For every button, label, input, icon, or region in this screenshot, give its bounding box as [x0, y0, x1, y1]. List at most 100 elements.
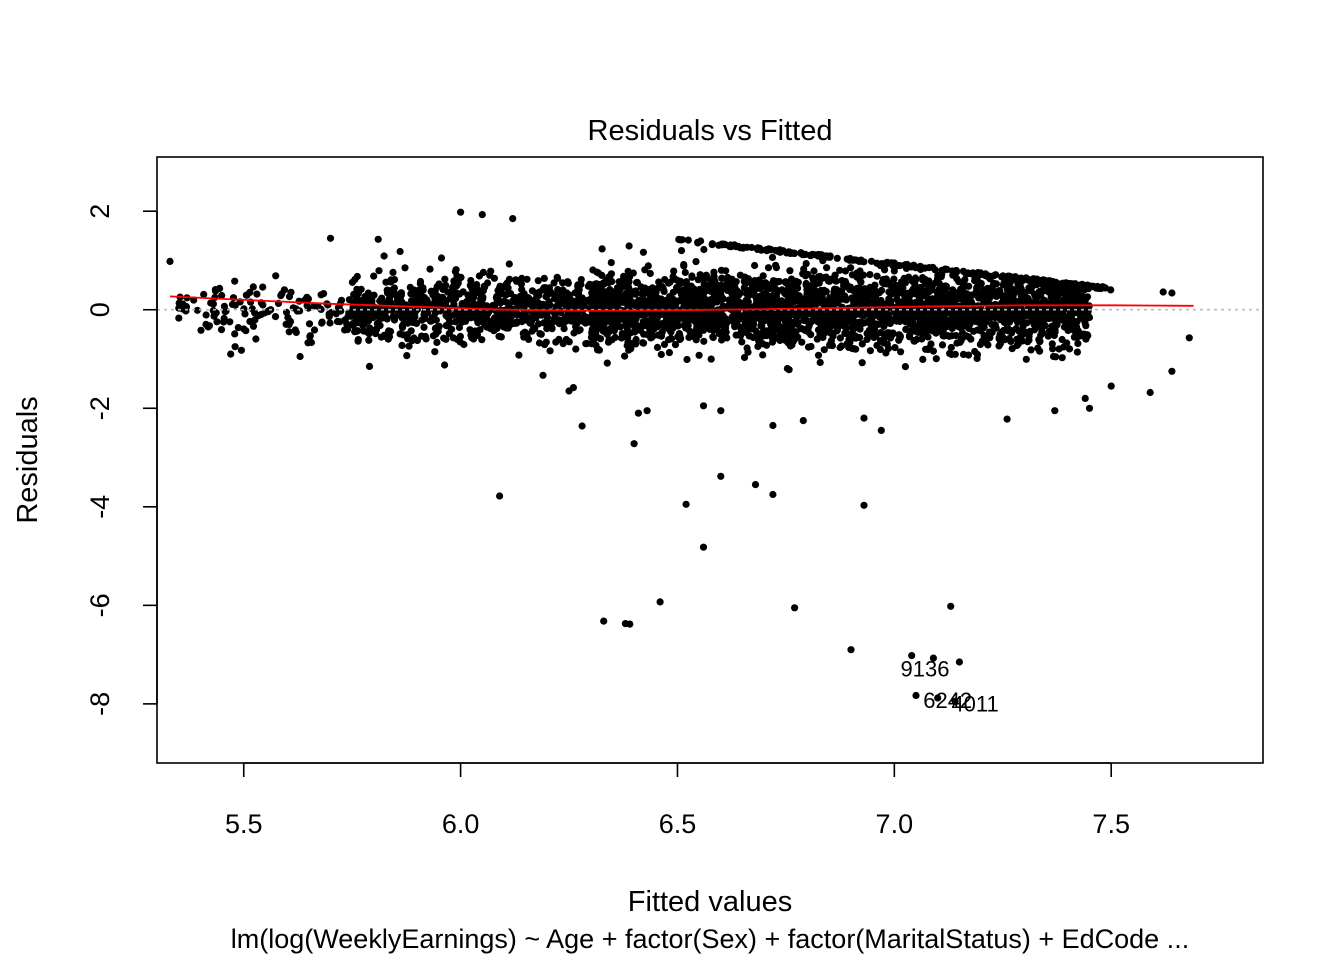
data-point	[930, 322, 938, 330]
data-point	[226, 318, 234, 326]
data-point	[374, 235, 382, 243]
data-point	[932, 355, 940, 363]
data-point	[840, 293, 848, 301]
data-point	[952, 266, 961, 275]
data-point	[578, 422, 586, 430]
data-point	[365, 330, 373, 338]
data-point	[234, 324, 242, 332]
data-point	[360, 327, 368, 335]
data-point	[858, 359, 866, 367]
data-point	[1069, 287, 1077, 295]
data-point	[890, 275, 898, 283]
data-point	[669, 273, 677, 281]
data-point	[972, 317, 981, 326]
data-point	[806, 251, 814, 259]
data-point	[853, 269, 861, 277]
data-point	[1081, 394, 1089, 402]
y-tick-label: 2	[85, 204, 115, 219]
data-point	[597, 284, 605, 292]
data-point	[1095, 284, 1103, 292]
data-point	[1107, 382, 1115, 390]
y-tick-label: -2	[85, 396, 115, 420]
point-label: 6242	[923, 688, 972, 713]
data-point	[310, 326, 319, 334]
data-point	[847, 313, 855, 321]
data-point	[752, 285, 760, 293]
data-point	[841, 329, 849, 338]
data-point	[752, 299, 761, 307]
data-point	[979, 318, 987, 326]
data-point	[639, 303, 647, 311]
data-point	[603, 288, 611, 296]
data-point	[736, 289, 744, 297]
data-point	[850, 305, 858, 313]
data-point	[860, 414, 868, 422]
data-point	[592, 341, 600, 349]
data-point	[946, 349, 954, 357]
data-point	[606, 325, 614, 333]
data-point	[682, 278, 691, 286]
data-point	[513, 319, 521, 327]
data-point	[166, 257, 174, 265]
data-point	[699, 402, 708, 410]
data-point	[296, 352, 304, 361]
data-point	[1044, 286, 1052, 294]
data-point	[405, 342, 413, 350]
data-point	[784, 339, 792, 347]
data-point	[227, 350, 235, 358]
data-point	[836, 266, 844, 274]
data-point	[407, 327, 415, 335]
data-point	[431, 348, 439, 356]
data-point	[786, 267, 794, 275]
data-point	[850, 287, 858, 295]
data-point	[653, 343, 662, 351]
data-point	[798, 338, 806, 346]
data-point	[623, 324, 631, 332]
data-point	[690, 332, 698, 341]
data-point	[832, 277, 840, 285]
data-point	[759, 351, 767, 359]
data-point	[531, 325, 539, 333]
data-point	[625, 273, 634, 281]
data-point	[433, 338, 441, 346]
data-point	[1076, 297, 1084, 306]
point-label: 4011	[951, 691, 998, 716]
data-point	[902, 290, 910, 298]
data-point	[980, 286, 988, 294]
data-point	[602, 276, 611, 284]
data-point	[377, 315, 385, 323]
data-point	[1041, 297, 1049, 305]
data-point	[1022, 355, 1030, 363]
data-point	[295, 297, 303, 305]
data-point	[903, 313, 911, 321]
data-point	[643, 407, 651, 415]
data-point	[1023, 275, 1031, 284]
data-point	[502, 313, 510, 321]
data-point	[210, 309, 219, 317]
data-point	[193, 306, 201, 314]
data-point	[1048, 340, 1056, 348]
data-point	[846, 254, 854, 263]
data-point	[858, 340, 866, 348]
data-point	[718, 274, 726, 282]
data-point	[843, 281, 851, 289]
data-point	[700, 337, 708, 345]
data-point	[628, 300, 636, 308]
data-point	[916, 262, 924, 270]
data-point	[443, 322, 452, 330]
data-point	[709, 307, 718, 315]
data-point	[1062, 279, 1070, 287]
data-point	[1059, 316, 1067, 324]
data-point	[542, 338, 550, 346]
data-point	[545, 284, 554, 292]
data-point	[863, 296, 871, 304]
data-point	[1001, 336, 1009, 344]
data-point	[1038, 329, 1047, 337]
data-point	[634, 409, 643, 417]
data-point	[917, 309, 925, 317]
x-tick-label: 7.0	[876, 809, 914, 839]
data-point	[833, 254, 841, 262]
data-point	[587, 333, 596, 341]
data-point	[814, 351, 823, 359]
data-point	[286, 317, 295, 326]
